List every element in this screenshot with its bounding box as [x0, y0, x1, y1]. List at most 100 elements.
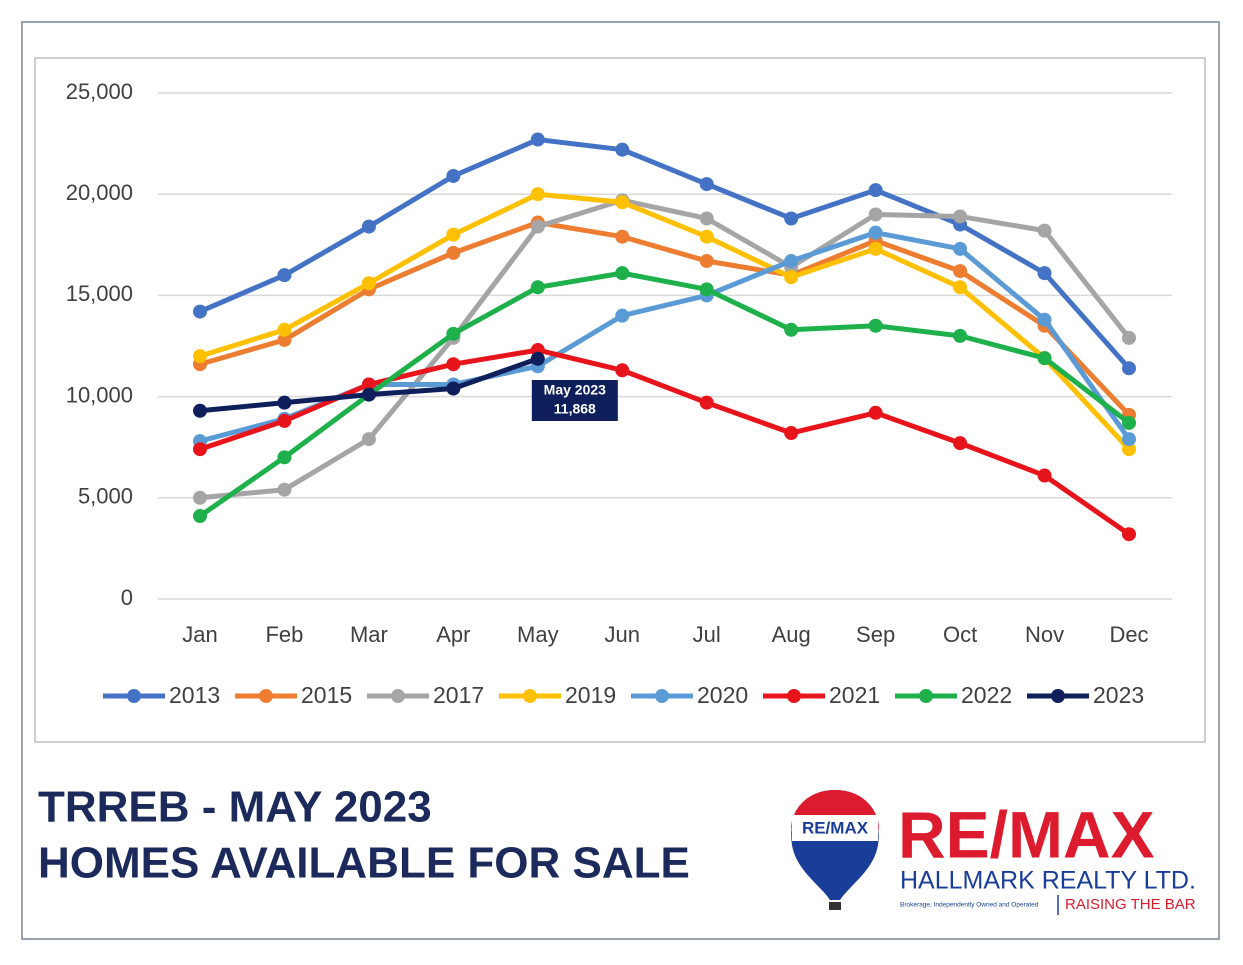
series-line — [199, 347, 1131, 537]
point — [699, 282, 714, 297]
y-tick-label: 25,000 — [66, 79, 133, 104]
legend-label: 2013 — [169, 682, 220, 708]
point — [193, 403, 207, 418]
x-tick-label: Oct — [943, 622, 977, 647]
chart: 0 5,000 10,000 15,000 20,000 25,000 Jan Feb Mar A… — [66, 79, 1172, 708]
y-tick-label: 0 — [121, 585, 133, 610]
point — [1037, 351, 1052, 366]
point — [1122, 527, 1136, 542]
point — [446, 227, 461, 242]
point — [277, 413, 292, 428]
annotation-title: May 2023 — [544, 382, 606, 398]
point — [277, 322, 292, 337]
point — [868, 318, 883, 333]
point — [953, 280, 968, 295]
point — [361, 432, 376, 447]
point — [953, 241, 968, 256]
x-tick-label: Sep — [856, 622, 895, 647]
footer-title: HOMES AVAILABLE FOR SALE — [38, 839, 690, 888]
point — [784, 211, 799, 226]
point — [446, 381, 461, 396]
point — [784, 270, 799, 285]
point — [699, 211, 714, 226]
point — [1037, 266, 1052, 281]
series-line — [199, 137, 1131, 370]
point — [784, 322, 799, 337]
y-tick-label: 10,000 — [66, 382, 133, 407]
point — [530, 219, 545, 234]
series-line — [199, 197, 1131, 501]
point — [1122, 330, 1136, 345]
x-tick-label: Mar — [350, 622, 388, 647]
legend-label: 2022 — [961, 682, 1012, 708]
brand: RE/MAX — [898, 797, 1155, 871]
point — [1037, 223, 1052, 238]
point — [699, 395, 714, 410]
point — [699, 253, 714, 268]
point — [953, 209, 968, 224]
y-tick-label: 5,000 — [78, 484, 133, 509]
x-tick-label: Apr — [436, 622, 470, 647]
point — [277, 268, 292, 283]
point — [615, 363, 630, 378]
x-tick-label: Aug — [772, 622, 811, 647]
balloon-band — [792, 815, 878, 841]
point — [1037, 312, 1052, 327]
point — [868, 225, 883, 240]
point — [615, 195, 630, 210]
legend-marker — [919, 689, 933, 703]
point — [784, 253, 799, 268]
point — [446, 245, 461, 260]
point — [699, 229, 714, 244]
x-tick-label: Feb — [265, 622, 303, 647]
note: Brokerage, Independently Owned and Opera… — [900, 902, 1039, 909]
point — [446, 326, 461, 341]
legend-marker — [391, 689, 405, 703]
point — [1037, 468, 1052, 483]
x-tick-label: Dec — [1109, 622, 1148, 647]
legend-label: 2017 — [433, 682, 484, 708]
point — [277, 395, 292, 410]
series-line — [199, 191, 1131, 451]
point — [615, 308, 630, 323]
point — [530, 351, 545, 366]
x-tick-label: Nov — [1025, 622, 1064, 647]
legend-label: 2021 — [829, 682, 880, 708]
legend-marker — [655, 689, 669, 703]
legend-marker — [523, 689, 537, 703]
point — [193, 442, 207, 457]
y-tick-label: 15,000 — [66, 281, 133, 306]
series-line — [198, 270, 1131, 519]
legend-marker — [787, 689, 801, 703]
point — [361, 219, 376, 234]
point — [193, 509, 207, 524]
point — [615, 266, 630, 281]
legend-label: 2015 — [301, 682, 352, 708]
y-tick-label: 20,000 — [66, 180, 133, 205]
x-tick-label: May — [517, 622, 559, 647]
point — [868, 241, 883, 256]
point — [361, 276, 376, 291]
x-tick-label: Jan — [182, 622, 217, 647]
point — [953, 328, 968, 343]
balloon-text: RE/MAX — [802, 818, 869, 837]
point — [193, 349, 207, 364]
legend-marker — [259, 689, 273, 703]
x-tick-label: Jun — [605, 622, 640, 647]
point — [1122, 415, 1136, 430]
data-label: 11,868 — [554, 401, 596, 417]
point — [868, 207, 883, 222]
point — [615, 229, 630, 244]
chart-frame — [34, 57, 1206, 743]
legend-marker — [1051, 689, 1065, 703]
legend-label: 2020 — [697, 682, 748, 708]
legend-label: 2023 — [1093, 682, 1144, 708]
point — [193, 490, 207, 505]
legend-label: 2019 — [565, 682, 616, 708]
series-line — [199, 220, 1131, 417]
point — [446, 168, 461, 183]
logo: RE/MAX RE/MAX HALLMARK REALTY LTD. Broke… — [791, 790, 1196, 915]
office: HALLMARK REALTY LTD. — [900, 867, 1196, 895]
legend-marker — [127, 689, 141, 703]
